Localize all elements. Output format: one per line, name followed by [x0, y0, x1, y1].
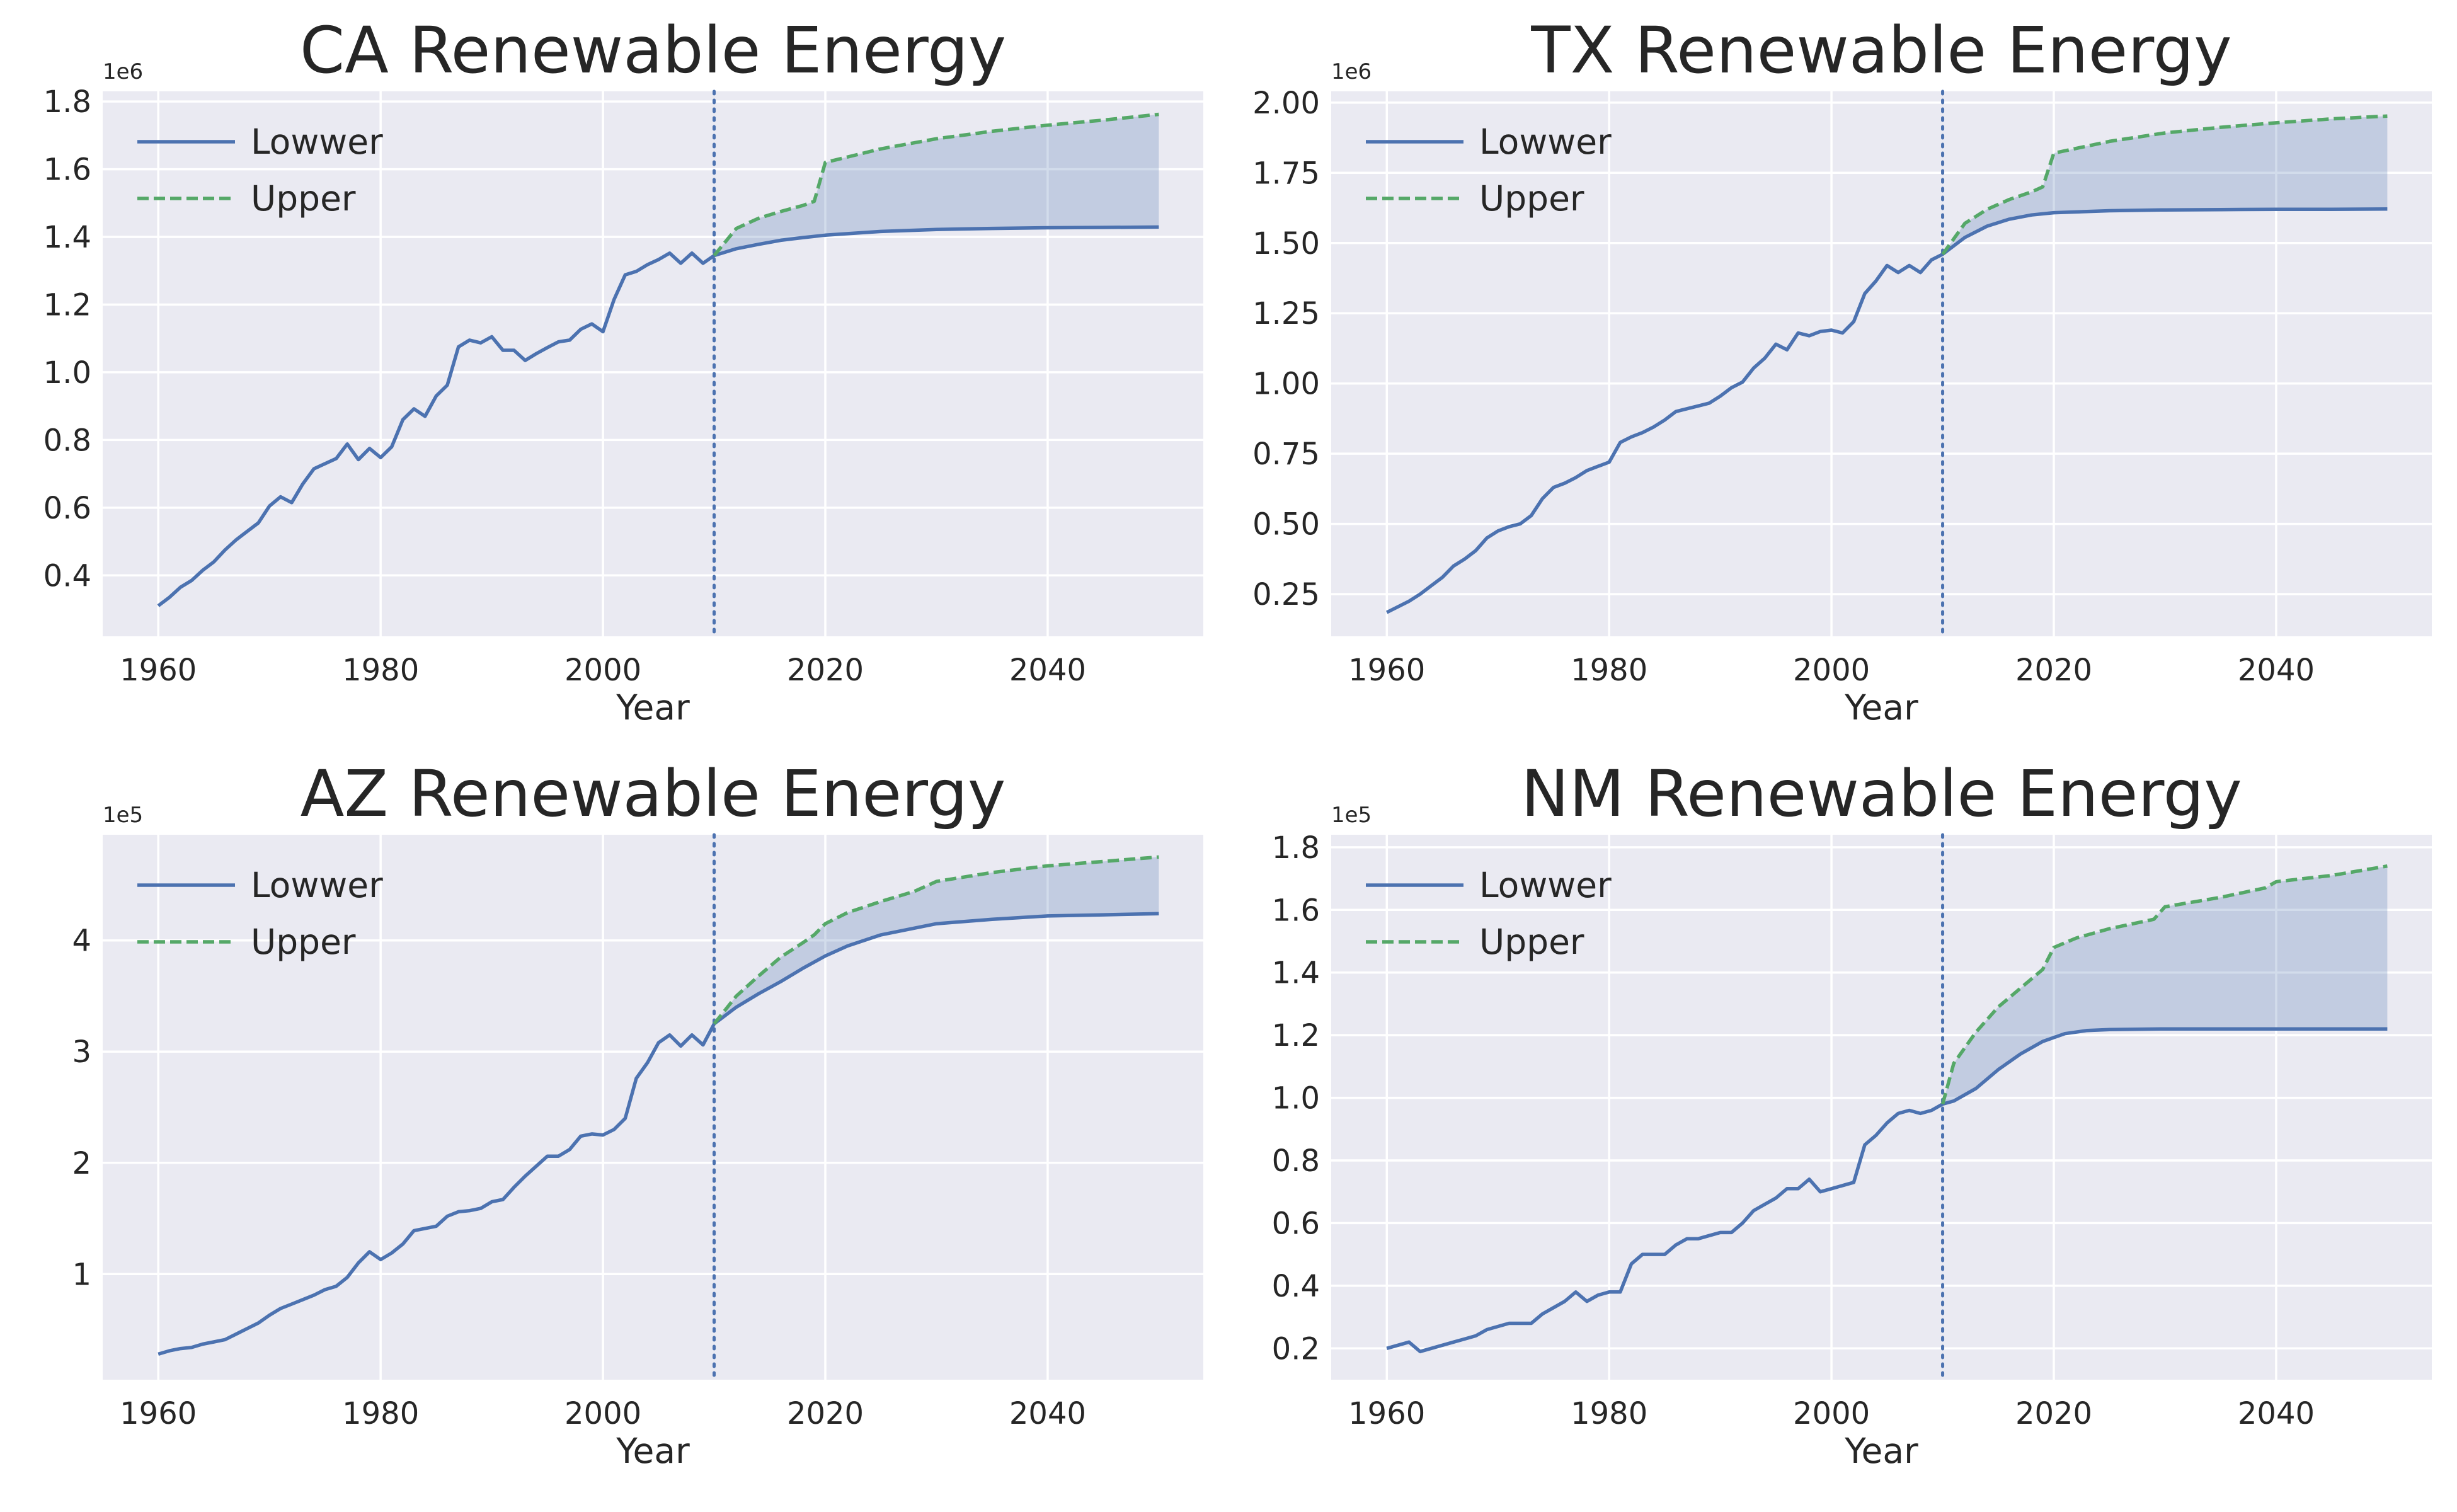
y-tick-label: 0.8 [43, 423, 91, 458]
x-tick-label: 2040 [1009, 653, 1086, 688]
y-tick-label: 0.75 [1252, 437, 1320, 472]
x-tick-label: 1960 [1348, 653, 1425, 688]
y-tick-label: 0.4 [43, 558, 91, 593]
forecast-band [1942, 116, 2388, 255]
y-tick-label: 1.4 [43, 220, 91, 255]
legend: Lowwer Upper [1366, 122, 1612, 219]
series-lower-line [1386, 1027, 2388, 1354]
x-tick-label: 1960 [120, 1396, 197, 1431]
axis-offset-text: 1e5 [103, 803, 143, 828]
y-tick-label: 0.2 [1272, 1331, 1320, 1366]
forecast-band [1942, 866, 2388, 1104]
y-tick-label: 1.0 [43, 355, 91, 391]
x-tick-label: 2000 [564, 1396, 641, 1431]
axis-offset-text: 1e6 [103, 59, 143, 84]
y-tick-label: 0.50 [1252, 507, 1320, 542]
x-tick-label: 2020 [787, 1396, 864, 1431]
chart-nm: 1960 1980 2000 2020 2040 0.2 0.4 0.6 0.8 1.0 1.2 1.… [1272, 757, 2432, 1471]
legend-label-upper: Upper [1479, 178, 1584, 219]
series-upper-line [713, 855, 1159, 1025]
y-tick-label: 2.00 [1252, 86, 1320, 121]
chart-tx: 1960 1980 2000 2020 2040 0.25 0.50 0.75 1.00 1.25… [1252, 13, 2432, 728]
series-lower-line [158, 912, 1159, 1356]
chart-title: CA Renewable Energy [300, 13, 1006, 88]
axis-offset-text: 1e5 [1331, 803, 1372, 828]
y-tick-label: 1.75 [1252, 156, 1320, 191]
plot-area [103, 91, 1203, 636]
y-tick-label: 1.25 [1252, 296, 1320, 331]
y-tick-label: 1.4 [1272, 956, 1320, 991]
series-upper-line [1941, 114, 2388, 256]
legend: Lowwer Upper [137, 122, 383, 219]
legend: Lowwer Upper [137, 865, 383, 962]
y-tick-label: 1.6 [1272, 893, 1320, 928]
chart-title: TX Renewable Energy [1530, 13, 2231, 88]
y-tick-label: 1.0 [1272, 1081, 1320, 1116]
y-tick-label: 0.6 [1272, 1206, 1320, 1241]
plot-area [1331, 91, 2432, 636]
x-tick-label: 2040 [2238, 653, 2315, 688]
legend: Lowwer Upper [1366, 865, 1612, 962]
y-tick-label: 0.8 [1272, 1143, 1320, 1179]
series-lower-line [1385, 207, 2388, 614]
y-tick-label: 1.8 [1272, 830, 1320, 866]
x-tick-label: 2000 [1793, 1396, 1870, 1431]
legend-label-lower: Lowwer [251, 122, 383, 162]
legend-label-upper: Upper [1479, 922, 1584, 962]
axis-offset-text: 1e6 [1331, 59, 1372, 84]
forecast-band [714, 114, 1159, 256]
forecast-band [714, 857, 1159, 1024]
x-tick-label: 2000 [1793, 653, 1870, 688]
y-tick-label: 1.2 [43, 287, 91, 323]
x-tick-label: 2020 [2015, 1396, 2092, 1431]
series-lower-line [157, 225, 1159, 607]
legend-label-lower: Lowwer [251, 865, 383, 905]
x-tick-label: 1960 [1348, 1396, 1425, 1431]
plot-area [1331, 835, 2432, 1380]
y-tick-label: 0.6 [43, 491, 91, 526]
y-tick-label: 1.8 [43, 84, 91, 120]
x-axis-label: Year [616, 687, 690, 728]
legend-label-lower: Lowwer [1479, 865, 1612, 905]
y-tick-label: 1.6 [43, 152, 91, 188]
chart-title: AZ Renewable Energy [301, 757, 1006, 832]
x-tick-label: 2020 [2015, 653, 2092, 688]
x-tick-label: 2040 [1009, 1396, 1086, 1431]
y-tick-label: 0.25 [1252, 577, 1320, 612]
y-tick-label: 0.4 [1272, 1269, 1320, 1304]
series-upper-line [1940, 864, 2388, 1105]
x-tick-label: 2040 [2238, 1396, 2315, 1431]
x-axis-label: Year [616, 1431, 690, 1471]
chart-ca: 1960 1980 2000 2020 2040 0.4 0.6 0.8 1.0 1.2 1.4 1.… [43, 13, 1203, 728]
x-tick-label: 2000 [564, 653, 641, 688]
chart-title: NM Renewable Energy [1521, 757, 2242, 832]
x-axis-label: Year [1844, 1431, 1918, 1471]
legend-label-upper: Upper [251, 178, 356, 219]
legend-label-upper: Upper [251, 922, 356, 962]
series-upper-line [713, 112, 1159, 257]
y-tick-label: 1.50 [1252, 226, 1320, 261]
x-tick-label: 1980 [1571, 653, 1647, 688]
x-tick-label: 2020 [787, 653, 864, 688]
x-tick-label: 1980 [1571, 1396, 1647, 1431]
y-tick-label: 2 [72, 1146, 91, 1181]
x-axis-label: Year [1844, 687, 1918, 728]
y-tick-label: 1.00 [1252, 367, 1320, 402]
x-tick-label: 1960 [120, 653, 197, 688]
y-tick-label: 4 [72, 924, 91, 959]
y-tick-label: 1.2 [1272, 1018, 1320, 1053]
y-tick-label: 1 [72, 1257, 91, 1292]
plot-area [103, 835, 1203, 1380]
y-tick-label: 3 [72, 1034, 91, 1070]
legend-label-lower: Lowwer [1479, 122, 1612, 162]
chart-az: 1960 1980 2000 2020 2040 1 2 3 4 1e5 AZ Renewable … [72, 757, 1203, 1471]
x-tick-label: 1980 [342, 653, 419, 688]
x-tick-label: 1980 [342, 1396, 419, 1431]
